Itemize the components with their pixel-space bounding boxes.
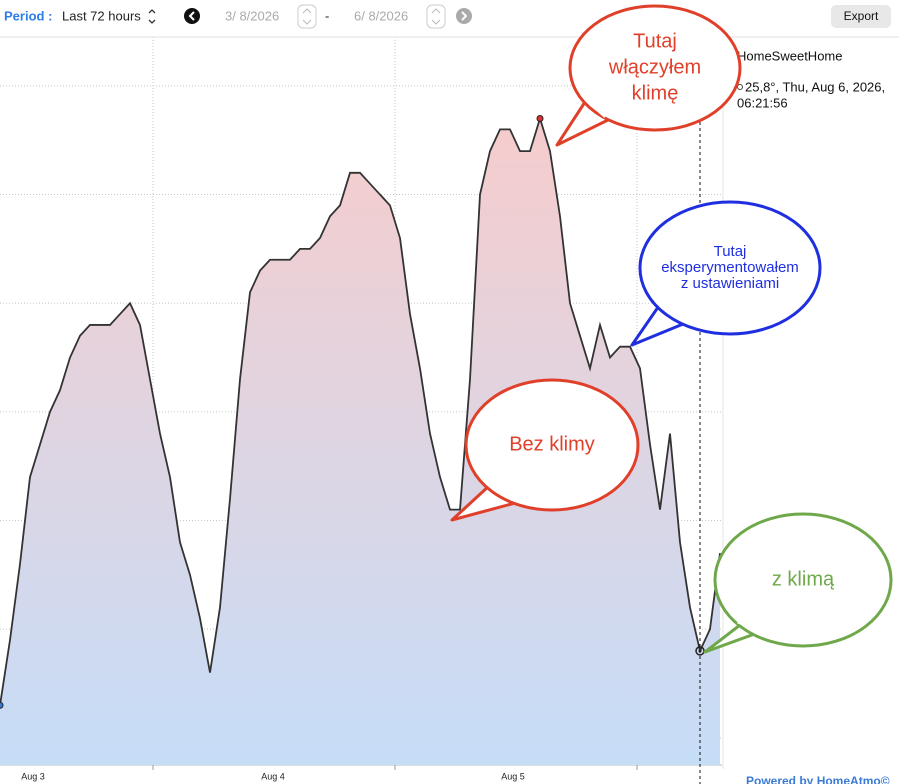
speech-bubble: Bez klimy: [450, 378, 640, 522]
to-date[interactable]: 6/ 8/2026: [354, 8, 408, 23]
bubble-joint: [737, 618, 764, 633]
to-stepper[interactable]: [426, 4, 446, 29]
area: [0, 118, 720, 765]
plot: Aug 3 Aug 4 Aug 5 HomeSweetHome 25,8°, Thu, …: [0, 37, 885, 784]
start-point: [0, 701, 4, 709]
line: [0, 115, 721, 706]
annotation-text: włączyłem: [608, 56, 701, 78]
stepper-arrows: [302, 8, 312, 25]
export-label: Export: [844, 9, 879, 23]
select-chevron: [148, 9, 156, 24]
annotation-text: z ustawieniami: [681, 275, 779, 292]
footer: Powered by HomeAtmo©: [746, 774, 890, 784]
stepper-arrows: [431, 8, 441, 25]
date-separator: -: [325, 8, 329, 23]
annotation-text: klimę: [632, 82, 679, 104]
tooltip-title: HomeSweetHome: [737, 48, 843, 63]
from-stepper[interactable]: [297, 4, 317, 29]
tooltip: HomeSweetHome 25,8°, Thu, Aug 6, 2026,06:…: [737, 48, 885, 110]
annotation-text: z klimą: [772, 568, 835, 590]
annotation-text: eksperymentowałem: [661, 259, 799, 276]
export-button[interactable]: [831, 5, 891, 28]
annotation-text: Bez klimy: [509, 433, 595, 455]
next-button[interactable]: [456, 8, 472, 24]
max-point: [536, 114, 544, 122]
speech-bubble: z klimą: [703, 512, 893, 654]
x-tick-label: Aug 3: [21, 771, 45, 781]
period-label: Period :: [4, 8, 52, 23]
annotation-text: Tutaj: [714, 243, 747, 260]
toolbar: Period : Last 72 hours 3/ 8/2026 - 6/ 8/…: [0, 4, 899, 38]
bubble-body: [713, 512, 893, 648]
bubble-joint: [491, 481, 515, 501]
tooltip-line: 25,8°, Thu, Aug 6, 2026,: [745, 79, 885, 94]
hover-point-center: [698, 649, 702, 653]
prev-arrow: [188, 11, 195, 21]
x-tick-label: Aug 5: [501, 771, 525, 781]
bubble-joint: [664, 296, 688, 320]
bubble-body: [568, 4, 742, 132]
bubble-body: [464, 378, 640, 512]
x-tick-label: Aug 4: [261, 771, 285, 781]
next-arrow: [461, 11, 468, 21]
tooltip-line: 06:21:56: [737, 95, 788, 110]
bubble-joint: [586, 98, 608, 118]
period-select[interactable]: Last 72 hours: [62, 8, 141, 23]
from-date[interactable]: 3/ 8/2026: [225, 8, 279, 23]
prev-button[interactable]: [184, 8, 200, 24]
speech-bubble: Tutaj włączyłem klimę: [555, 4, 742, 147]
bubble-body: [638, 200, 822, 336]
annotation-text: Tutaj: [633, 30, 677, 52]
